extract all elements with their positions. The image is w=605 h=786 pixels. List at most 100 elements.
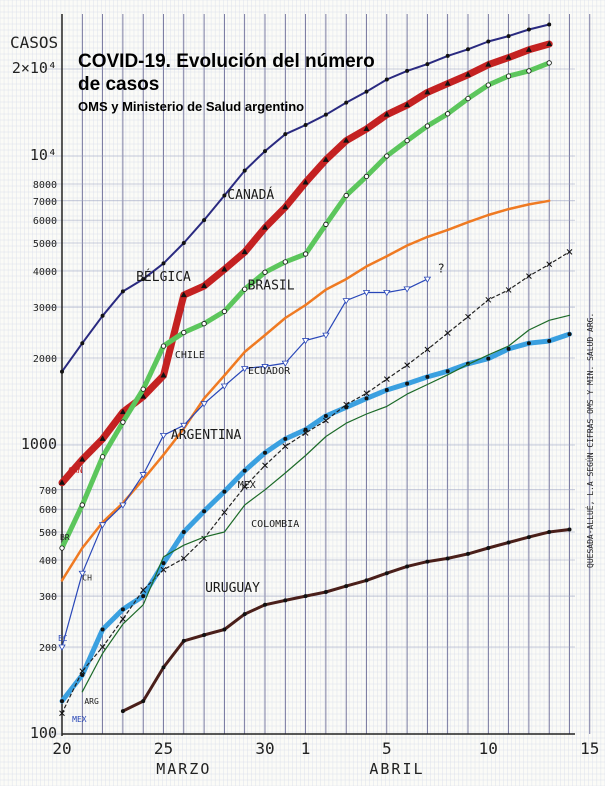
data-point-uruguay bbox=[486, 546, 491, 551]
data-point-uruguay bbox=[283, 598, 288, 603]
data-point-argentina bbox=[567, 332, 572, 337]
data-point-uruguay bbox=[506, 540, 511, 545]
data-point-argentina bbox=[181, 529, 186, 534]
data-point-argentina bbox=[222, 489, 227, 494]
data-point-ecuador bbox=[139, 472, 147, 479]
data-point-belgica bbox=[263, 149, 267, 154]
data-point-mex bbox=[424, 346, 431, 353]
data-point-brasil bbox=[505, 73, 512, 79]
data-point-ecuador bbox=[281, 360, 290, 367]
data-point-belgica bbox=[181, 240, 186, 245]
data-point-ecuador bbox=[383, 290, 391, 297]
data-point-argentina bbox=[303, 427, 308, 432]
data-point-brasil bbox=[242, 286, 248, 292]
series-label-ecuador: ECUADOR bbox=[248, 366, 291, 377]
data-point-canada bbox=[302, 178, 309, 185]
data-point-brasil bbox=[465, 95, 471, 102]
data-point-uruguay bbox=[323, 589, 328, 594]
data-point-belgica bbox=[202, 218, 207, 223]
data-point-canada bbox=[282, 203, 289, 210]
x-tick-label: 5 bbox=[382, 739, 392, 758]
data-point-canada bbox=[525, 46, 532, 52]
data-point-belgica bbox=[445, 53, 450, 58]
series-line-colombia bbox=[81, 314, 571, 693]
data-point-canada bbox=[485, 61, 492, 67]
data-point-canada bbox=[383, 111, 390, 117]
chart-title-rest: Evolución del número de casos bbox=[78, 51, 375, 95]
x-tick-label: 20 bbox=[52, 739, 71, 758]
data-point-uruguay bbox=[263, 602, 267, 607]
data-point-mex bbox=[302, 430, 309, 436]
x-tick-label: 30 bbox=[255, 739, 274, 758]
y-tick-label: 1000 bbox=[21, 435, 57, 453]
data-point-brasil bbox=[404, 138, 410, 144]
axes: CASOS 100 200 300 400 500 600 700 1000 2000 3000 40… bbox=[10, 14, 599, 778]
data-point-belgica bbox=[486, 39, 491, 44]
data-point-brasil bbox=[282, 259, 288, 265]
data-point-uruguay bbox=[405, 564, 410, 569]
annotation-label: ? bbox=[438, 262, 445, 276]
data-point-brasil bbox=[100, 454, 106, 460]
y-tick-label: 4000 bbox=[33, 267, 57, 278]
data-point-brasil bbox=[384, 153, 390, 159]
data-point-uruguay bbox=[303, 594, 308, 599]
data-point-mex bbox=[160, 566, 167, 573]
chart-title: COVID-19. Evolución del número de casos bbox=[78, 50, 378, 96]
y-tick-label: 7000 bbox=[33, 197, 57, 208]
data-point-mex bbox=[363, 390, 370, 397]
data-point-mex bbox=[282, 443, 289, 450]
data-point-belgica bbox=[364, 89, 369, 94]
data-point-canada bbox=[546, 40, 553, 47]
data-point-brasil bbox=[424, 123, 430, 129]
y-tick-label: 3000 bbox=[33, 303, 57, 314]
data-point-brasil bbox=[546, 60, 552, 66]
data-point-mex bbox=[383, 376, 390, 382]
data-point-canada bbox=[444, 80, 451, 86]
series-line-mex bbox=[61, 251, 571, 714]
data-point-canada bbox=[465, 71, 471, 77]
data-point-argentina bbox=[384, 387, 389, 392]
data-point-mex bbox=[323, 417, 329, 424]
data-point-uruguay bbox=[202, 633, 207, 638]
data-point-canada bbox=[363, 125, 370, 132]
data-point-argentina bbox=[202, 509, 207, 514]
data-point-belgica bbox=[466, 47, 470, 52]
data-point-uruguay bbox=[384, 571, 389, 576]
data-point-belgica bbox=[425, 62, 430, 67]
data-point-argentina bbox=[506, 346, 511, 351]
data-point-brasil bbox=[363, 173, 370, 179]
data-point-ecuador bbox=[220, 383, 229, 390]
data-point-uruguay bbox=[181, 638, 186, 643]
data-point-argentina bbox=[323, 413, 328, 418]
series-labels: BÉLGICA CANADÁ BRASIL CHILE ECUADOR ARGENTINA… bbox=[58, 187, 445, 724]
y-tick-label: 2×10⁴ bbox=[12, 59, 57, 77]
series-line-chile bbox=[60, 199, 551, 582]
source-note: QUESADA-ALLUÉ, L.A SEGÚN CIFRAS OMS Y MI… bbox=[586, 312, 595, 568]
data-point-belgica bbox=[100, 313, 105, 318]
data-point-belgica bbox=[242, 168, 247, 173]
data-point-canada bbox=[241, 248, 248, 255]
data-point-ecuador bbox=[362, 290, 371, 297]
data-point-mex bbox=[404, 362, 410, 368]
data-point-ecuador bbox=[342, 298, 350, 305]
data-point-brasil bbox=[221, 308, 227, 314]
data-point-belgica bbox=[323, 112, 328, 117]
data-point-mex bbox=[566, 248, 573, 255]
y-tick-label: 8000 bbox=[33, 180, 57, 191]
data-point-mex bbox=[140, 587, 147, 593]
data-point-argentina bbox=[100, 627, 105, 632]
data-point-canada bbox=[160, 371, 167, 378]
x-tick-label: 25 bbox=[154, 739, 173, 758]
data-point-mex bbox=[526, 273, 532, 279]
data-point-ecuador bbox=[261, 364, 269, 371]
data-point-canada bbox=[221, 265, 228, 272]
data-point-argentina bbox=[283, 436, 288, 441]
y-tick-label: 6000 bbox=[33, 216, 57, 227]
data-point-mex bbox=[120, 616, 126, 622]
y-tick-label: 2000 bbox=[33, 354, 57, 365]
data-point-mex bbox=[444, 330, 451, 336]
data-point-uruguay bbox=[364, 578, 369, 583]
series-label-colombia: COLOMBIA bbox=[251, 519, 299, 530]
